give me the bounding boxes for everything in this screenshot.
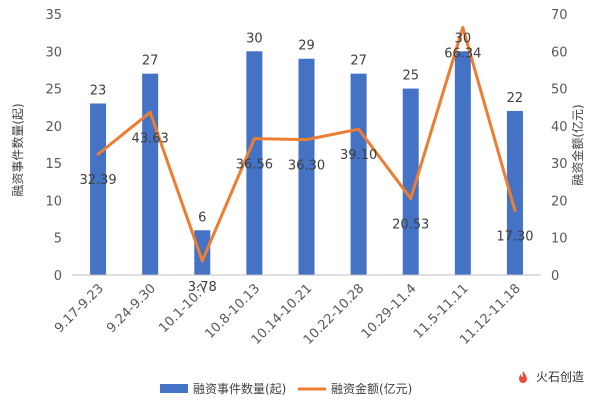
line-value-label: 36.30 (288, 159, 325, 174)
right-tick-label: 0 (551, 269, 559, 284)
left-tick-label: 10 (45, 194, 62, 209)
bar (298, 58, 315, 275)
line-value-label: 66.34 (444, 47, 481, 62)
bar-value-label: 25 (402, 69, 419, 84)
line-point (461, 26, 465, 30)
watermark-text: 火石创造 (535, 370, 584, 384)
flame-icon (517, 371, 529, 383)
line-point (513, 208, 517, 212)
x-tick-label: 9.24-9.30 (104, 281, 159, 336)
line-value-label: 43.63 (132, 131, 169, 146)
data-labels-layer: 23 27 6 30 29 27 25 30 22 32.39 43.63 3.78 36.56 36.3… (79, 31, 533, 295)
bars-layer (90, 51, 523, 276)
right-axis-title: 融资金额(亿元) (570, 104, 585, 185)
line-point (252, 137, 256, 141)
left-tick-label: 30 (45, 45, 62, 60)
legend-swatch-bar (160, 384, 188, 393)
bar (454, 51, 471, 276)
bar (90, 103, 107, 275)
left-axis-title: 融资事件数量(起) (10, 103, 25, 196)
bar-value-label: 22 (507, 91, 524, 106)
bar (142, 73, 159, 276)
bar (246, 51, 263, 276)
left-tick-label: 25 (45, 83, 62, 98)
bar-value-label: 27 (142, 54, 159, 69)
line-value-label: 39.10 (340, 148, 377, 163)
bar-value-label: 27 (350, 54, 367, 69)
right-tick-label: 20 (551, 194, 568, 209)
x-axis: 9.17-9.239.24-9.3010.1-10.710.8-10.1310.… (52, 274, 541, 348)
bar-value-label: 23 (90, 83, 107, 98)
right-tick-label: 60 (551, 45, 568, 60)
left-tick-label: 20 (45, 120, 62, 135)
x-tick-label: 10.29-11.4 (359, 281, 420, 342)
right-tick-label: 10 (551, 232, 568, 247)
line-point (200, 259, 204, 263)
bar-value-label: 30 (455, 31, 472, 46)
watermark: 火石创造 (517, 368, 584, 385)
right-axis: 0 10 20 30 40 50 60 70 (551, 8, 568, 284)
line-point (409, 196, 413, 200)
legend-label-bar: 融资事件数量(起) (193, 381, 286, 396)
bar (506, 110, 523, 275)
bar (350, 73, 367, 276)
right-tick-label: 70 (551, 8, 568, 23)
line-value-label: 20.53 (392, 217, 429, 232)
x-tick-label: 9.17-9.23 (52, 281, 107, 336)
legend: 融资事件数量(起) 融资金额(亿元) (160, 381, 412, 396)
left-tick-label: 15 (45, 157, 62, 172)
right-tick-label: 30 (551, 157, 568, 172)
line-value-label: 17.30 (496, 229, 533, 244)
line-point (357, 127, 361, 131)
bar-value-label: 30 (246, 31, 263, 46)
legend-label-line: 融资金额(亿元) (331, 381, 412, 396)
left-tick-label: 35 (45, 8, 62, 23)
line-value-label: 32.39 (79, 173, 116, 188)
bar-value-label: 29 (298, 39, 315, 54)
left-axis: 0 5 10 15 20 25 30 35 (45, 8, 62, 284)
line-point (305, 138, 308, 142)
bar-value-label: 6 (198, 210, 206, 225)
left-tick-label: 0 (54, 269, 62, 284)
line-layer (96, 26, 517, 263)
bar (194, 230, 211, 275)
right-tick-label: 50 (551, 83, 568, 98)
right-tick-label: 40 (551, 120, 568, 135)
bar (402, 88, 419, 275)
line-value-label: 3.78 (188, 280, 217, 295)
x-tick-label: 10.1-10.7 (156, 281, 211, 336)
line-point (96, 152, 100, 156)
line-value-label: 36.56 (236, 158, 273, 173)
line-point (148, 110, 152, 114)
left-tick-label: 5 (54, 232, 62, 247)
